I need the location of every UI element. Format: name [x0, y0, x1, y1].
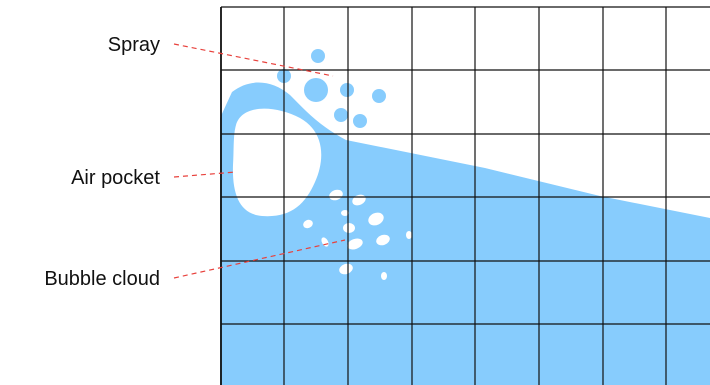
bubble-cloud-leader	[173, 239, 346, 279]
spray-label: Spray	[108, 34, 160, 56]
air-pocket-leader	[173, 171, 237, 178]
bubble-cloud-label: Bubble cloud	[44, 268, 160, 290]
spray-droplets	[277, 49, 386, 128]
air-pocket-shape	[232, 108, 322, 217]
air-pocket-label: Air pocket	[71, 167, 160, 189]
grid	[220, 6, 710, 385]
spray-leader	[173, 43, 334, 77]
water-region	[220, 82, 710, 385]
leader-lines	[173, 43, 346, 279]
